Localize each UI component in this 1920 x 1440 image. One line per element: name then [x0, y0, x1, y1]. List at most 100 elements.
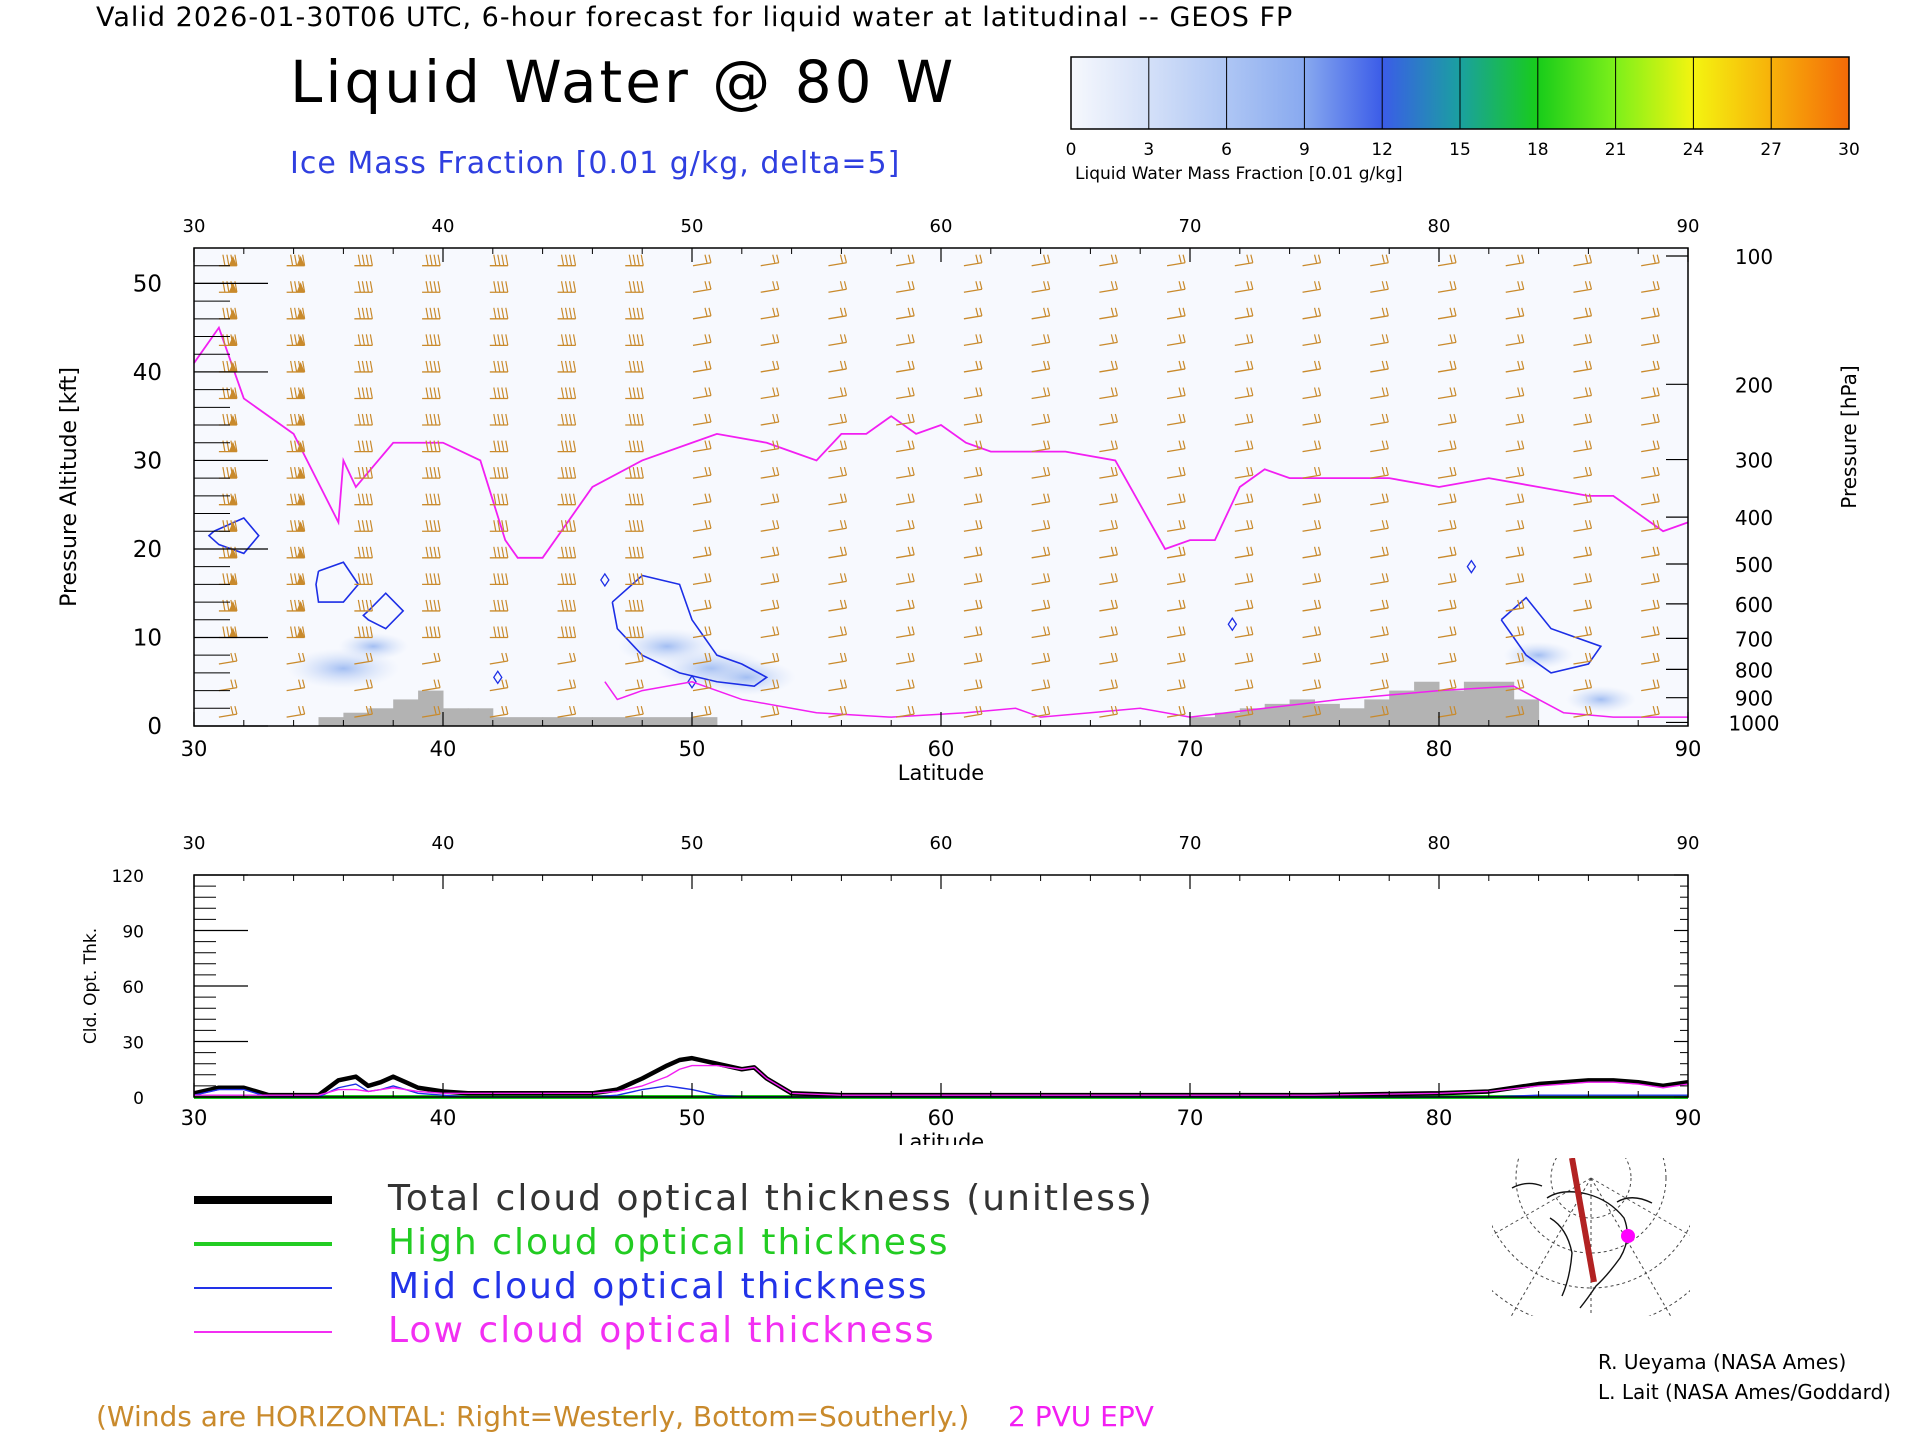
wind-barb — [1302, 527, 1321, 532]
wind-barb-feather — [1313, 387, 1318, 396]
wind-barb-feather — [361, 573, 365, 585]
wind-barb-feather — [1043, 573, 1047, 582]
wind-barb-feather — [501, 467, 505, 479]
wind-barb — [286, 713, 305, 718]
wind-barb-feather — [1178, 493, 1182, 502]
wind-barb-feather — [560, 626, 565, 638]
wind-barb-feather — [226, 254, 230, 266]
wind-barb — [963, 315, 983, 320]
wind-barb-feather — [357, 520, 361, 532]
wind-barb-feather — [640, 679, 644, 688]
wind-barb — [1370, 474, 1389, 479]
wind-barb-feather — [1317, 599, 1322, 609]
wind-barb-feather — [1449, 387, 1453, 396]
wind-barb-feather — [302, 652, 306, 662]
wind-barb-feather — [234, 334, 238, 346]
wind-barb-feather — [632, 599, 636, 612]
wind-barb-feather — [564, 546, 569, 558]
wind-barb-feather — [839, 679, 844, 688]
cloud-optical-thickness-chart: 30 30 40 40 50 50 60 60 70 70 80 80 90 90 Latitude 0 30 6… — [81, 833, 1701, 1145]
wind-barb-feather — [564, 307, 569, 319]
wind-barb-flag — [296, 468, 305, 479]
wind-barb-feather — [369, 254, 373, 266]
terrain-bar — [318, 717, 344, 726]
wind-barb-feather — [1584, 254, 1589, 263]
wind-barb — [1573, 447, 1592, 453]
wind-barb-flag — [296, 494, 305, 505]
wind-barb-feather — [1588, 360, 1593, 370]
wind-barb-feather — [568, 493, 573, 505]
wind-barb — [828, 660, 847, 665]
wind-barb-feather — [501, 387, 505, 399]
wind-barb-feather — [425, 254, 429, 266]
wind-barb-feather — [1588, 706, 1593, 715]
wind-barb — [1099, 262, 1118, 267]
wind-barb-feather — [704, 467, 708, 476]
wind-barb-feather — [1584, 546, 1589, 555]
wind-barb — [1437, 262, 1457, 267]
pressure-tick-label: 600 — [1735, 593, 1773, 617]
wind-barb-feather — [1588, 281, 1593, 290]
wind-barb-feather — [907, 520, 911, 529]
wind-barb-feather — [425, 281, 429, 293]
wind-barb-feather — [357, 281, 361, 293]
wind-barb — [1234, 607, 1253, 612]
x-tick-label-top: 90 — [1677, 216, 1700, 237]
wind-barb-feather — [1250, 652, 1254, 662]
wind-barb-feather — [369, 360, 373, 373]
wind-barb-feather — [1043, 440, 1047, 449]
legend-swatch — [194, 1242, 332, 1246]
wind-barb-feather — [1110, 706, 1114, 715]
wind-barb-feather — [772, 334, 776, 343]
wind-barb-feather — [560, 413, 565, 426]
wind-barb-feather — [501, 440, 505, 452]
wind-barb-feather — [1110, 679, 1114, 688]
wind-barb-feather — [302, 546, 306, 558]
cot-x-tick-label-top: 30 — [183, 833, 206, 854]
wind-barb-feather — [302, 254, 306, 266]
wind-barb — [1573, 288, 1592, 293]
wind-barb-feather — [776, 520, 780, 529]
wind-barb — [1166, 527, 1186, 532]
wind-barb-feather — [497, 254, 501, 266]
wind-barb-feather — [1250, 573, 1254, 582]
wind-barb — [828, 341, 847, 347]
wind-barb — [1641, 421, 1660, 426]
wind-barb-feather — [1385, 546, 1389, 555]
terrain-bar — [1414, 681, 1440, 726]
wind-barb-feather — [572, 546, 577, 558]
wind-barb-feather — [636, 520, 640, 532]
wind-barb-feather — [1246, 493, 1250, 502]
wind-barb-feather — [1178, 254, 1182, 263]
wind-barb-feather — [839, 334, 844, 343]
wind-barb — [1166, 580, 1186, 586]
colorbar-tick-label: 21 — [1604, 140, 1627, 160]
wind-barb-feather — [369, 599, 373, 612]
wind-barb-feather — [1043, 546, 1047, 555]
wind-barb-feather — [1182, 413, 1186, 423]
wind-barb — [1370, 713, 1389, 718]
wind-barb-feather — [628, 334, 632, 346]
wind-barb-feather — [226, 360, 230, 373]
wind-barb-feather — [632, 334, 636, 346]
legend-swatch — [194, 1331, 332, 1333]
wind-barb-feather — [572, 467, 577, 479]
wind-barb-feather — [1182, 360, 1186, 370]
wind-barb-feather — [632, 281, 636, 293]
wind-barb-flag — [296, 574, 305, 585]
wind-barb — [286, 686, 305, 692]
wind-barb-feather — [632, 520, 636, 532]
wind-barb-feather — [1313, 413, 1318, 423]
wind-barb-feather — [357, 467, 361, 479]
wind-barb-feather — [636, 706, 640, 715]
wind-barb — [896, 394, 915, 400]
wind-barb-feather — [636, 307, 640, 319]
wind-barb — [1505, 713, 1524, 718]
wind-barb-feather — [505, 467, 509, 479]
wind-barb-feather — [632, 413, 636, 426]
wind-barb — [1302, 713, 1321, 718]
wind-barb-feather — [1178, 520, 1182, 529]
wind-barb-feather — [704, 546, 708, 555]
wind-barb — [1437, 394, 1457, 400]
wind-barb-feather — [907, 706, 911, 715]
